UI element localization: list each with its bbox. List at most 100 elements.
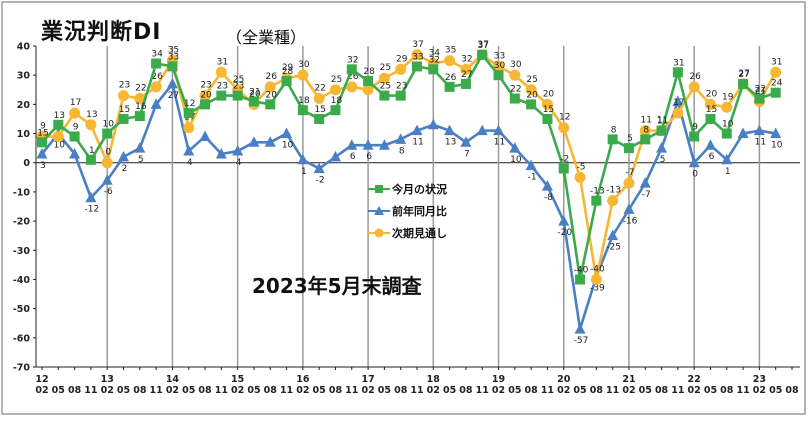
- x-month-label: 11: [606, 385, 619, 396]
- point-yoy: [281, 127, 293, 139]
- x-year-label: 18: [427, 374, 441, 385]
- point-outlook: [639, 125, 651, 137]
- point-current: [37, 137, 47, 148]
- data-label-outlook: 0: [105, 148, 111, 158]
- point-yoy: [411, 124, 423, 136]
- series-outlook: 9171302322263517233125202629302225262529…: [36, 40, 782, 285]
- data-label-current: 28: [363, 67, 375, 77]
- point-current: [265, 99, 276, 110]
- data-label-outlook: 11: [641, 116, 652, 126]
- point-yoy: [69, 147, 81, 159]
- x-month-label: 11: [736, 385, 749, 396]
- data-label-current: 23: [396, 82, 407, 92]
- point-outlook: [313, 93, 325, 105]
- data-label-outlook: 35: [445, 46, 456, 56]
- x-month-label: 05: [52, 385, 65, 396]
- point-yoy: [118, 150, 130, 162]
- point-current: [330, 105, 341, 116]
- point-current: [656, 125, 667, 136]
- x-year-label: 17: [361, 374, 374, 385]
- point-outlook: [672, 107, 684, 119]
- y-tick-label: -20: [13, 217, 31, 228]
- x-month-label: 08: [329, 385, 343, 396]
- data-label-yoy: 5: [660, 155, 666, 165]
- data-label-outlook: 30: [510, 60, 522, 70]
- data-label-yoy: -57: [574, 336, 589, 346]
- point-outlook: [704, 98, 716, 110]
- point-outlook: [199, 90, 211, 102]
- legend-item-yoy: 前年同月比: [368, 200, 447, 222]
- data-label-outlook: 31: [771, 57, 782, 67]
- point-yoy: [509, 142, 521, 153]
- data-label-current: 15: [37, 128, 48, 138]
- data-label-current: 22: [510, 85, 521, 95]
- data-label-current: -40: [574, 265, 589, 275]
- point-current: [705, 113, 716, 124]
- data-label-yoy: 3: [40, 161, 46, 171]
- point-current: [721, 128, 732, 139]
- point-current: [689, 131, 700, 142]
- data-label-outlook: -7: [625, 168, 634, 178]
- x-month-label: 05: [313, 385, 326, 396]
- data-label-outlook: 25: [526, 75, 537, 85]
- data-label-current: 15: [706, 105, 717, 115]
- data-label-current: 11: [657, 117, 668, 127]
- point-outlook: [688, 81, 700, 93]
- point-yoy: [656, 142, 668, 153]
- point-outlook: [444, 55, 456, 67]
- data-label-current: 28: [282, 67, 294, 77]
- data-label-yoy: -7: [642, 190, 651, 200]
- legend-item-outlook: 次期見通し: [368, 222, 447, 244]
- data-label-outlook: 25: [233, 75, 244, 85]
- point-current: [493, 70, 504, 81]
- point-outlook: [770, 66, 782, 78]
- data-label-current: 15: [543, 105, 554, 115]
- data-label-outlook: 30: [298, 60, 310, 70]
- data-label-current: 24: [771, 79, 783, 89]
- point-current: [770, 87, 781, 98]
- x-month-label: 11: [476, 385, 489, 396]
- data-label-outlook: 20: [543, 89, 555, 99]
- data-label-outlook: 25: [331, 75, 342, 85]
- point-yoy: [427, 118, 439, 130]
- point-outlook: [69, 107, 81, 119]
- point-yoy: [688, 156, 700, 168]
- point-outlook: [574, 171, 586, 183]
- data-label-yoy: 4: [187, 158, 193, 168]
- x-month-label: 11: [671, 385, 684, 396]
- x-month-label: 08: [459, 385, 473, 396]
- point-current: [85, 154, 96, 165]
- data-label-yoy: 10: [54, 141, 66, 151]
- survey-date-annotation: 2023年5月末調査: [252, 274, 422, 298]
- data-label-outlook: 26: [689, 72, 701, 82]
- point-current: [346, 64, 357, 75]
- point-current: [640, 134, 651, 145]
- data-label-outlook: -5: [577, 162, 586, 172]
- point-outlook: [558, 122, 570, 134]
- x-year-label: 13: [101, 374, 114, 385]
- point-current: [738, 78, 749, 89]
- x-year-label: 15: [231, 374, 244, 385]
- point-yoy: [85, 191, 97, 203]
- x-month-label: 05: [443, 385, 456, 396]
- data-label-current: -13: [590, 187, 605, 197]
- data-label-outlook: 22: [314, 84, 325, 94]
- data-label-yoy: -25: [606, 243, 621, 253]
- point-current: [118, 113, 129, 124]
- point-outlook: [150, 81, 162, 93]
- data-label-yoy: 0: [692, 170, 698, 180]
- y-tick-label: 40: [17, 42, 31, 53]
- data-label-current: 5: [627, 134, 633, 144]
- y-tick-label: 30: [17, 71, 31, 82]
- x-month-label: 02: [35, 385, 48, 396]
- point-outlook: [362, 84, 374, 96]
- data-label-current: 30: [494, 61, 506, 71]
- data-label-current: 20: [200, 90, 212, 100]
- point-outlook: [85, 119, 97, 131]
- data-label-current: 15: [314, 105, 325, 115]
- data-label-current: 12: [184, 99, 195, 109]
- data-label-current: 18: [331, 96, 343, 106]
- point-yoy: [525, 159, 537, 171]
- data-label-yoy: 6: [366, 152, 372, 162]
